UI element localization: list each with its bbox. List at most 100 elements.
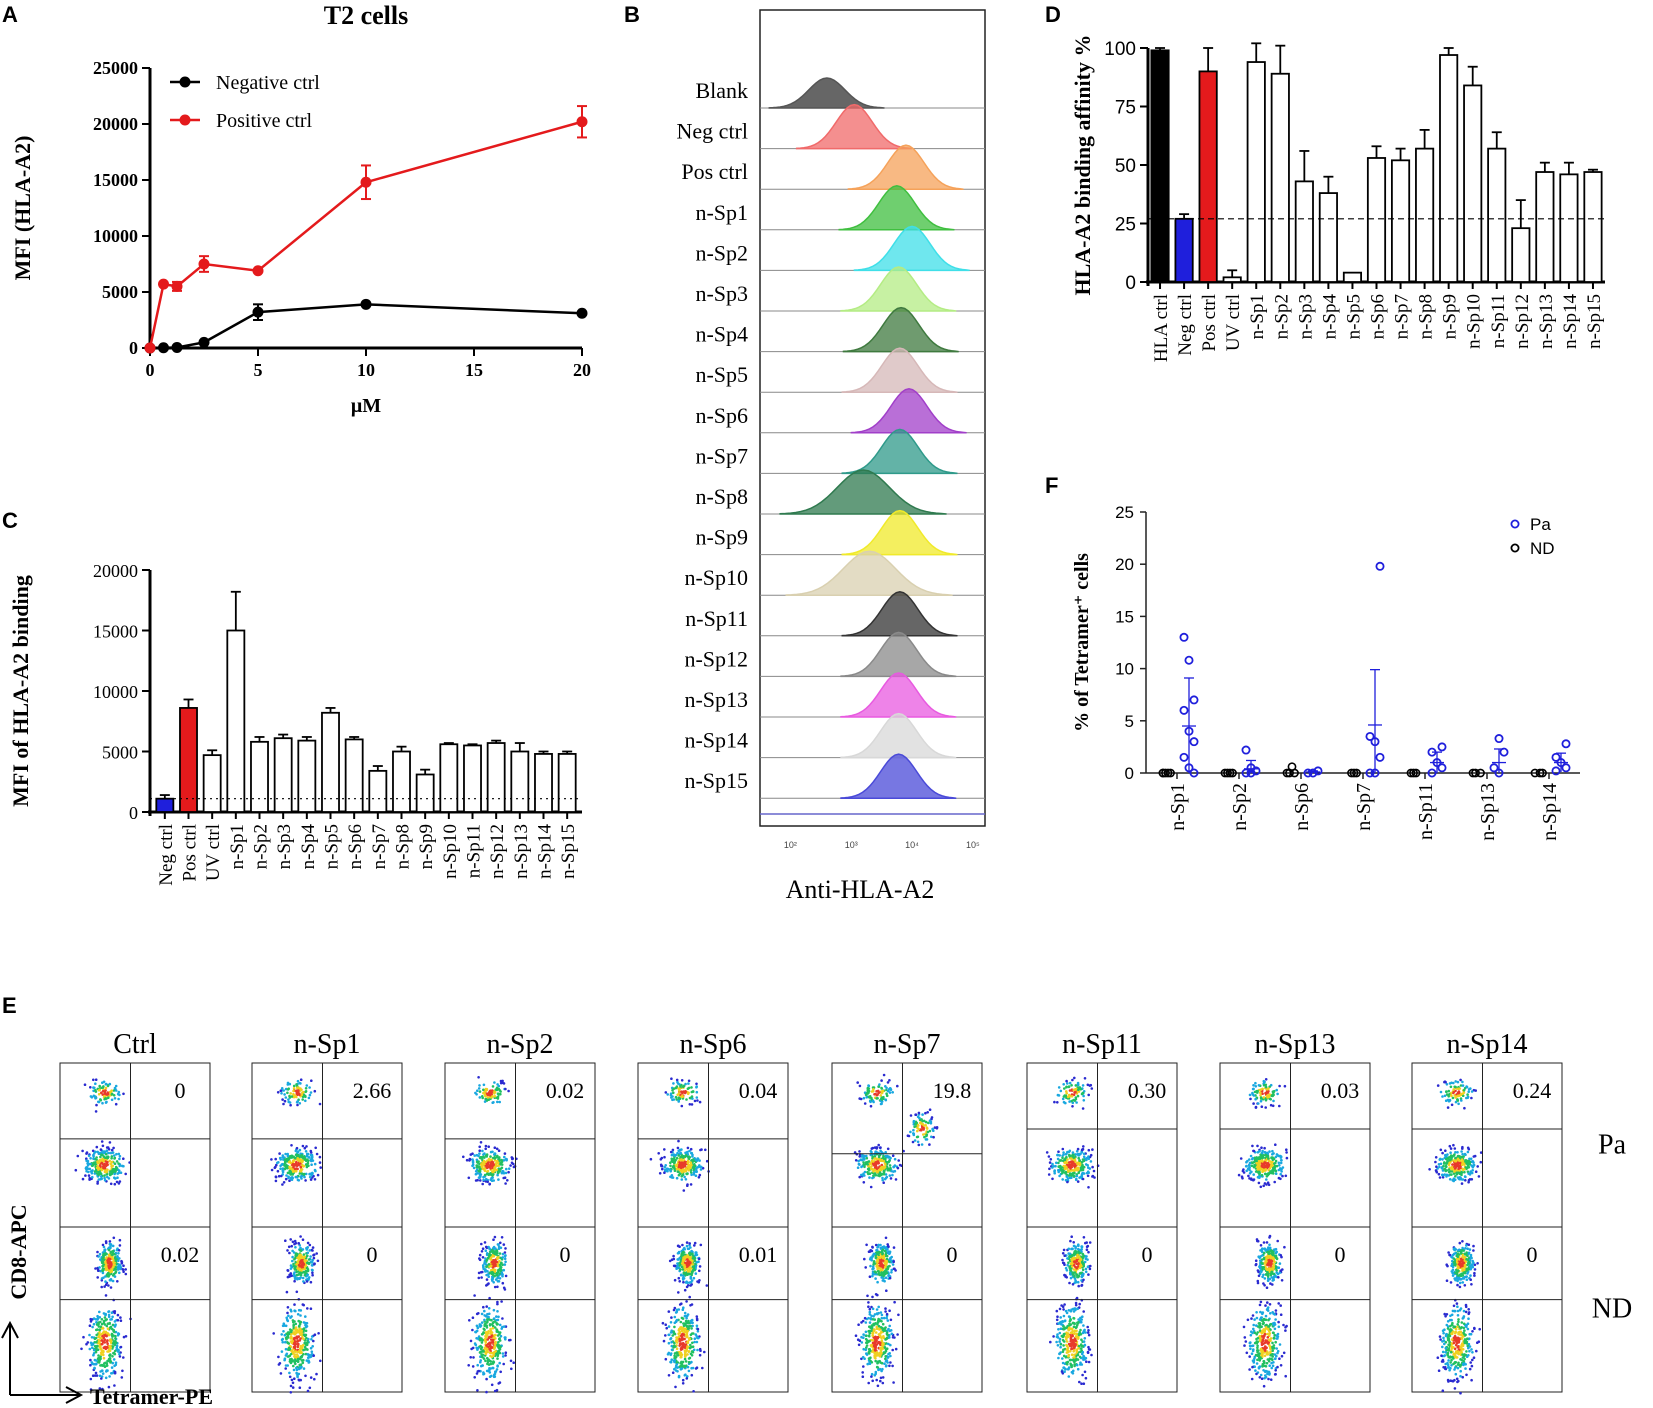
event-dot [296, 1342, 300, 1346]
event-dot [1257, 1181, 1261, 1185]
event-dot [494, 1088, 498, 1091]
event-dot [1055, 1161, 1058, 1165]
event-dot [482, 1350, 485, 1353]
event-dot [298, 1253, 302, 1256]
event-dot [501, 1325, 504, 1329]
row-label: Blank [695, 78, 748, 103]
event-dot [1070, 1084, 1073, 1087]
event-dot [110, 1155, 114, 1158]
event-dot [1468, 1157, 1471, 1161]
event-dot [292, 1262, 295, 1266]
event-dot [306, 1261, 309, 1265]
event-dot [318, 1155, 322, 1159]
histogram-2 [847, 144, 964, 190]
event-dot [492, 1308, 496, 1312]
event-dot [290, 1274, 294, 1278]
event-dot [301, 1276, 305, 1280]
event-dot [1459, 1092, 1463, 1096]
event-dot [295, 1090, 298, 1093]
event-dot [112, 1236, 116, 1240]
event-dot [119, 1319, 123, 1322]
event-dot [688, 1103, 692, 1106]
event-dot [1461, 1167, 1465, 1171]
event-dot [1274, 1159, 1278, 1163]
event-dot [307, 1159, 310, 1163]
event-dot [306, 1307, 309, 1310]
event-dot [1275, 1088, 1278, 1092]
event-dot [288, 1096, 292, 1099]
event-dot [113, 1086, 117, 1090]
event-dot [292, 1084, 296, 1088]
category-label: Neg ctrl [1175, 294, 1196, 356]
event-dot [313, 1377, 316, 1381]
event-dot [309, 1255, 312, 1258]
event-dot [1463, 1106, 1466, 1110]
event-dot [308, 1093, 312, 1097]
event-dot [1072, 1161, 1075, 1164]
event-dot [888, 1087, 892, 1090]
event-dot [280, 1092, 283, 1095]
event-dot [677, 1139, 680, 1143]
event-dot [486, 1315, 490, 1319]
event-dot [296, 1345, 300, 1349]
event-dot [110, 1148, 114, 1152]
event-dot [892, 1165, 895, 1169]
event-dot [1461, 1162, 1464, 1166]
event-dot [1267, 1157, 1270, 1160]
event-dot [493, 1153, 496, 1156]
event-dot [308, 1175, 312, 1179]
y-tick-label: 10000 [93, 682, 138, 702]
event-dot [111, 1315, 114, 1319]
event-dot [484, 1089, 488, 1092]
event-dot [310, 1173, 314, 1177]
event-dot [1464, 1175, 1467, 1179]
event-dot [690, 1095, 694, 1098]
event-dot [663, 1155, 666, 1159]
event-dot [687, 1169, 691, 1172]
event-dot [872, 1163, 876, 1167]
event-dot [1462, 1155, 1465, 1158]
event-dot [877, 1085, 881, 1088]
event-dot [1447, 1168, 1451, 1171]
event-dot [1449, 1173, 1452, 1176]
bar-6 [297, 739, 317, 813]
event-dot [497, 1341, 500, 1344]
event-dot [298, 1102, 302, 1105]
y-tick-label: 0 [129, 803, 138, 823]
event-dot [111, 1244, 115, 1248]
event-dot [478, 1090, 482, 1093]
event-dot [1045, 1151, 1049, 1154]
event-dot [482, 1372, 485, 1376]
category-label: n-Sp2 [1271, 294, 1292, 339]
event-dot [1467, 1088, 1471, 1091]
quadrant-value: 0.02 [546, 1078, 585, 1103]
event-dot [1256, 1151, 1260, 1154]
event-dot [501, 1355, 505, 1358]
event-dot [115, 1152, 118, 1156]
event-dot [1456, 1151, 1459, 1154]
data-point [576, 307, 588, 319]
event-dot [917, 1111, 921, 1115]
event-dot [883, 1177, 887, 1181]
event-dot [488, 1093, 492, 1097]
event-dot [105, 1370, 108, 1373]
event-dot [117, 1090, 121, 1094]
event-dot [289, 1384, 293, 1388]
event-dot [1284, 1174, 1288, 1178]
event-dot [503, 1288, 507, 1291]
event-dot [495, 1168, 499, 1172]
event-dot [301, 1343, 305, 1347]
histogram-3 [838, 185, 955, 231]
event-dot [483, 1152, 486, 1155]
event-dot [1271, 1158, 1275, 1161]
event-dot [496, 1097, 500, 1100]
x-tick-label: 10³ [845, 840, 858, 850]
event-dot [1435, 1165, 1438, 1168]
event-dot [490, 1355, 494, 1359]
event-dot [94, 1110, 98, 1113]
event-dot [1449, 1147, 1453, 1150]
event-dot [494, 1340, 497, 1344]
event-dot [295, 1290, 299, 1294]
